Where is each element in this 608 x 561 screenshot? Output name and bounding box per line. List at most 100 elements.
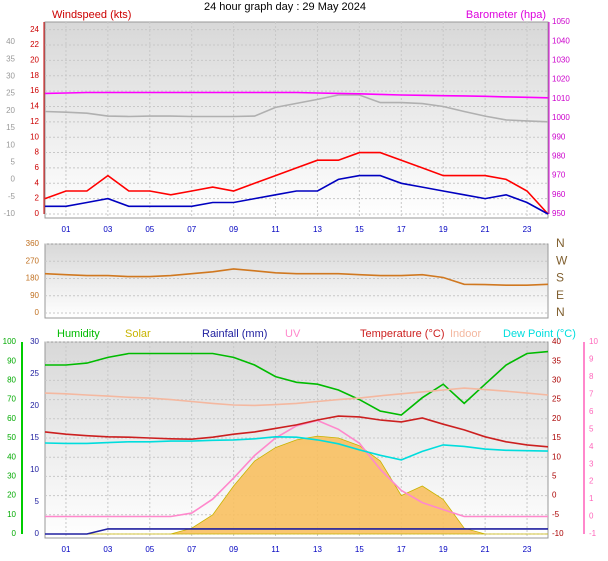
y-tick-label: 12 — [30, 117, 39, 126]
y-tick-label: 100 — [3, 337, 17, 346]
x-tick-label: 21 — [481, 225, 490, 234]
y2-tick-label: 20 — [552, 414, 561, 423]
legend-entry: Solar — [125, 328, 151, 340]
x-tick-label: 05 — [145, 225, 154, 234]
series-line — [44, 435, 549, 461]
y-tick-label: 50 — [7, 433, 16, 442]
y3-tick-label: 30 — [6, 71, 15, 80]
y-tick-label: 2 — [35, 194, 40, 203]
x-tick-label: 19 — [439, 545, 448, 554]
x-tick-label: 15 — [355, 545, 364, 554]
y3-tick-label: 0 — [35, 529, 40, 538]
x-tick-label: 01 — [62, 545, 71, 554]
series-line — [44, 94, 549, 123]
y-tick-label: 14 — [30, 102, 39, 111]
y4-tick-label: 6 — [589, 407, 594, 416]
y2-tick-label: 40 — [552, 337, 561, 346]
y2-tick-label: N — [556, 305, 565, 319]
y3-tick-label: 20 — [30, 401, 39, 410]
x-tick-label: 09 — [229, 545, 238, 554]
y-tick-label: 60 — [7, 414, 16, 423]
y2-tick-label: 1040 — [552, 36, 570, 45]
y-tick-label: 4 — [35, 178, 40, 187]
y4-tick-label: 9 — [589, 355, 594, 364]
x-tick-label: 13 — [313, 545, 322, 554]
x-tick-label: 23 — [523, 545, 532, 554]
x-tick-label: 23 — [523, 225, 532, 234]
x-tick-label: 05 — [145, 545, 154, 554]
x-tick-label: 09 — [229, 225, 238, 234]
x-tick-label: 19 — [439, 225, 448, 234]
y-tick-label: 70 — [7, 395, 16, 404]
y3-tick-label: -5 — [8, 192, 16, 201]
y2-tick-label: 1000 — [552, 113, 570, 122]
y3-tick-label: -10 — [3, 209, 15, 218]
y3-tick-label: 15 — [6, 123, 15, 132]
y4-tick-label: 8 — [589, 372, 594, 381]
x-tick-label: 15 — [355, 225, 364, 234]
windspeed-label: Windspeed (kts) — [52, 9, 131, 21]
y3-tick-label: 10 — [6, 140, 15, 149]
y2-tick-label: S — [556, 271, 564, 285]
y3-tick-label: 10 — [30, 465, 39, 474]
y3-tick-label: 15 — [30, 433, 39, 442]
y2-tick-label: 990 — [552, 132, 566, 141]
legend-entry: Indoor — [450, 328, 482, 340]
x-tick-label: 17 — [397, 545, 406, 554]
y-tick-label: 180 — [26, 274, 40, 283]
y3-tick-label: 25 — [6, 89, 15, 98]
y2-tick-label: N — [556, 236, 565, 250]
y2-tick-label: 5 — [552, 472, 557, 481]
legend-entry: Dew Point (°C) — [503, 328, 576, 340]
legend-entry: Temperature (°C) — [360, 328, 444, 340]
x-tick-label: 07 — [187, 545, 196, 554]
y4-tick-label: 2 — [589, 477, 594, 486]
series-line — [45, 419, 548, 518]
y2-tick-label: 30 — [552, 376, 561, 385]
series-line — [45, 174, 549, 215]
plot-background — [44, 243, 549, 319]
y2-tick-label: 980 — [552, 152, 566, 161]
barometer-label: Barometer (hpa) — [466, 9, 546, 21]
y-tick-label: 20 — [7, 491, 16, 500]
y-tick-label: 0 — [35, 209, 40, 218]
legend-entry: Rainfall (mm) — [202, 328, 267, 340]
y3-tick-label: 30 — [30, 337, 39, 346]
y4-tick-label: 10 — [589, 337, 598, 346]
y2-tick-label: 1050 — [552, 17, 570, 26]
plot-background — [44, 21, 549, 219]
y2-tick-label: 35 — [552, 356, 561, 365]
y4-tick-label: 3 — [589, 459, 594, 468]
y2-tick-label: -10 — [552, 529, 564, 538]
y4-tick-label: 4 — [589, 442, 594, 451]
y2-tick-label: 25 — [552, 395, 561, 404]
series-line — [44, 151, 549, 215]
y-tick-label: 16 — [30, 86, 39, 95]
y3-tick-label: 25 — [30, 369, 39, 378]
series-line — [45, 350, 549, 416]
y-tick-label: 360 — [26, 239, 40, 248]
x-tick-label: 21 — [481, 545, 490, 554]
y4-tick-label: -1 — [589, 529, 597, 538]
x-tick-label: 13 — [313, 225, 322, 234]
y-tick-label: 6 — [35, 163, 40, 172]
legend-entry: Humidity — [57, 328, 100, 340]
series-line — [45, 528, 548, 535]
legend-entry: UV — [285, 328, 301, 340]
y2-tick-label: E — [556, 288, 564, 302]
y-tick-label: 40 — [7, 452, 16, 461]
y4-tick-label: 5 — [589, 424, 594, 433]
y3-tick-label: 20 — [6, 106, 15, 115]
y2-tick-label: W — [556, 253, 568, 267]
y-tick-label: 90 — [30, 291, 39, 300]
y2-tick-label: 960 — [552, 190, 566, 199]
y-tick-label: 8 — [35, 148, 40, 157]
series-line — [44, 268, 549, 286]
x-tick-label: 17 — [397, 225, 406, 234]
y-tick-label: 22 — [30, 40, 39, 49]
x-tick-label: 11 — [271, 225, 280, 234]
series-line — [44, 387, 549, 407]
y-tick-label: 270 — [26, 256, 40, 265]
x-tick-label: 01 — [62, 225, 71, 234]
y2-tick-label: -5 — [552, 510, 560, 519]
